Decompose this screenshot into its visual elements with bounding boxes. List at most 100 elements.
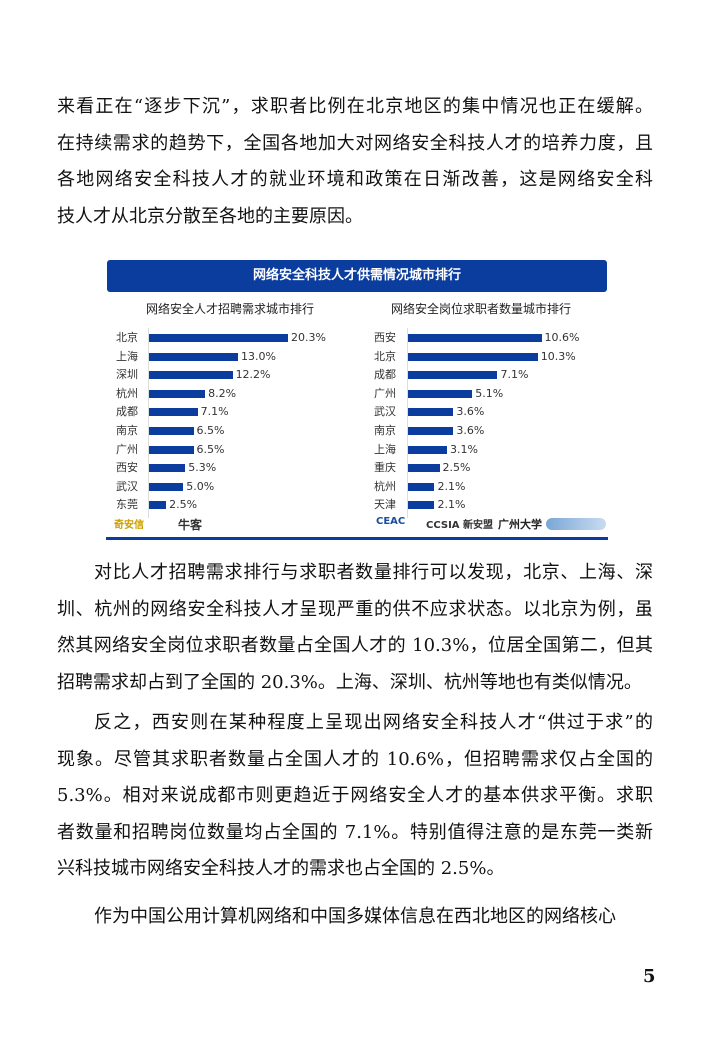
bar: [408, 408, 454, 417]
bar: [149, 334, 289, 342]
bar-row: 南京 3.6%: [374, 423, 604, 439]
category-label: 广州: [374, 386, 396, 400]
value-label: 8.2%: [208, 386, 237, 400]
bar-row: 上海 3.1%: [374, 442, 604, 458]
value-label: 3.6%: [456, 405, 485, 419]
value-label: 10.6%: [544, 331, 580, 344]
text-line: 5.3%。相对来说成都市则更趋近于网络安全人才的基本供求平衡。求职: [57, 785, 653, 806]
city-ranking-chart: 网络安全科技人才供需情况城市排行 网络安全人才招聘需求城市排行 网络安全岗位求职…: [106, 258, 608, 540]
value-label: 5.0%: [186, 479, 215, 493]
ccsia-logo: CCSIA 新安盟: [426, 520, 494, 531]
category-label: 东莞: [116, 498, 138, 512]
bar: [408, 334, 542, 342]
text-line: 现象。尽管其求职者数量占全国人才的 10.6%，但招聘需求仅占全国的: [57, 748, 653, 770]
bar: [408, 389, 473, 398]
value-label: 2.5%: [169, 498, 198, 512]
bar-row: 天津 2.1%: [374, 497, 604, 513]
bar: [408, 501, 435, 510]
bar: [149, 482, 184, 491]
bar-row: 重庆 2.5%: [374, 460, 604, 476]
bar: [408, 371, 498, 380]
bar: [408, 427, 454, 435]
value-label: 5.3%: [188, 461, 217, 475]
category-label: 广州: [116, 442, 138, 456]
category-label: 重庆: [374, 461, 396, 475]
paragraph-4: 作为中国公用计算机网络和中国多媒体信息在西北地区的网络核心: [57, 899, 653, 936]
text-line: 圳、杭州的网络安全科技人才呈现严重的供不应求状态。以北京为例，虽: [57, 598, 653, 620]
bar: [408, 352, 538, 361]
text-line: 招聘需求却占到了全国的 20.3%。上海、深圳、杭州等地也有类似情况。: [57, 671, 642, 693]
value-label: 3.1%: [450, 442, 478, 456]
value-label: 2.1%: [437, 498, 466, 512]
category-label: 上海: [116, 349, 138, 363]
category-label: 成都: [374, 368, 396, 382]
text-line: 技人才从北京分散至各地的主要原因。: [57, 205, 363, 227]
value-label: 6.5%: [196, 442, 225, 456]
bar-row: 成都 7.1%: [374, 367, 604, 383]
category-label: 北京: [374, 349, 396, 363]
text-line: 然其网络安全岗位求职者数量占全国人才的 10.3%，位居全国第二，但其: [57, 635, 653, 656]
qianxin-logo: 奇安信: [114, 520, 144, 531]
category-label: 南京: [116, 424, 138, 437]
bar-row: 西安 5.3%: [116, 460, 346, 476]
category-label: 武汉: [116, 479, 138, 493]
paragraph-1: 来看正在“逐步下沉”，求职者比例在北京地区的集中情况也正在缓解。 在持续需求的趋势…: [57, 89, 653, 235]
category-label: 南京: [374, 424, 396, 437]
bar: [149, 389, 206, 398]
bar: [149, 352, 239, 361]
bar-row: 成都 7.1%: [116, 404, 346, 420]
bar-row: 广州 5.1%: [374, 386, 604, 402]
text-line: 者数量和招聘岗位数量均占全国的 7.1%。特别值得注意的是东莞一类新: [57, 821, 653, 843]
value-label: 2.5%: [442, 461, 471, 475]
chart-bottom-rule: [106, 537, 608, 540]
ceac-logo: CEAC: [376, 516, 406, 527]
value-label: 10.3%: [540, 349, 576, 363]
value-label: 12.2%: [235, 368, 271, 382]
paragraph-3: 反之，西安则在某种程度上呈现出网络安全科技人才“供过于求”的现象。尽管其求职者数…: [57, 705, 653, 888]
category-label: 上海: [374, 442, 396, 456]
value-label: 13.0%: [241, 349, 276, 363]
bar: [149, 464, 186, 473]
bar: [408, 482, 435, 491]
bar-row: 深圳 12.2%: [116, 367, 346, 383]
text-line: 各地网络安全科技人才的就业环境和政策在日渐改善，这是网络安全科: [57, 169, 653, 190]
bar-row: 北京 10.3%: [374, 349, 604, 365]
bar-row: 广州 6.5%: [116, 442, 346, 458]
nowcoder-logo: 牛客: [178, 518, 203, 532]
value-label: 7.1%: [200, 405, 229, 419]
left-axis: [148, 328, 149, 518]
value-label: 6.5%: [196, 424, 225, 437]
paragraph-2: 对比人才招聘需求排行与求职者数量排行可以发现，北京、上海、深 圳、杭州的网络安全科…: [57, 555, 653, 701]
bar: [149, 501, 167, 510]
value-label: 20.3%: [291, 331, 326, 344]
value-label: 2.1%: [437, 479, 466, 493]
bar-row: 武汉 5.0%: [116, 479, 346, 495]
category-label: 深圳: [116, 368, 138, 382]
category-label: 杭州: [374, 479, 396, 493]
bar: [149, 408, 198, 417]
text-line: 作为中国公用计算机网络和中国多媒体信息在西北地区的网络核心: [94, 906, 616, 927]
bar: [149, 445, 194, 454]
category-label: 西安: [116, 461, 138, 475]
guangzhou-university-logo: 广州大学: [498, 518, 542, 531]
bar-row: 北京 20.3%: [116, 330, 346, 346]
text-line: 兴科技城市网络安全科技人才的需求也占全国的 2.5%。: [57, 858, 505, 879]
text-line: 反之，西安则在某种程度上呈现出网络安全科技人才“供过于求”的: [94, 712, 653, 733]
bar: [408, 445, 448, 454]
bar: [408, 464, 440, 473]
institute-logo: [546, 518, 606, 530]
category-label: 北京: [116, 331, 138, 344]
bar-row: 上海 13.0%: [116, 349, 346, 365]
page-number: 5: [643, 966, 656, 987]
bar-row: 南京 6.5%: [116, 423, 346, 439]
category-label: 西安: [374, 331, 396, 344]
value-label: 7.1%: [500, 368, 529, 382]
bar: [149, 427, 194, 435]
bar-row: 武汉 3.6%: [374, 404, 604, 420]
left-chart-title: 网络安全人才招聘需求城市排行: [146, 302, 315, 316]
bar-row: 东莞 2.5%: [116, 497, 346, 513]
chart-header: 网络安全科技人才供需情况城市排行: [107, 260, 607, 292]
value-label: 5.1%: [475, 386, 504, 400]
bar-row: 杭州 2.1%: [374, 479, 604, 495]
category-label: 成都: [116, 405, 138, 419]
